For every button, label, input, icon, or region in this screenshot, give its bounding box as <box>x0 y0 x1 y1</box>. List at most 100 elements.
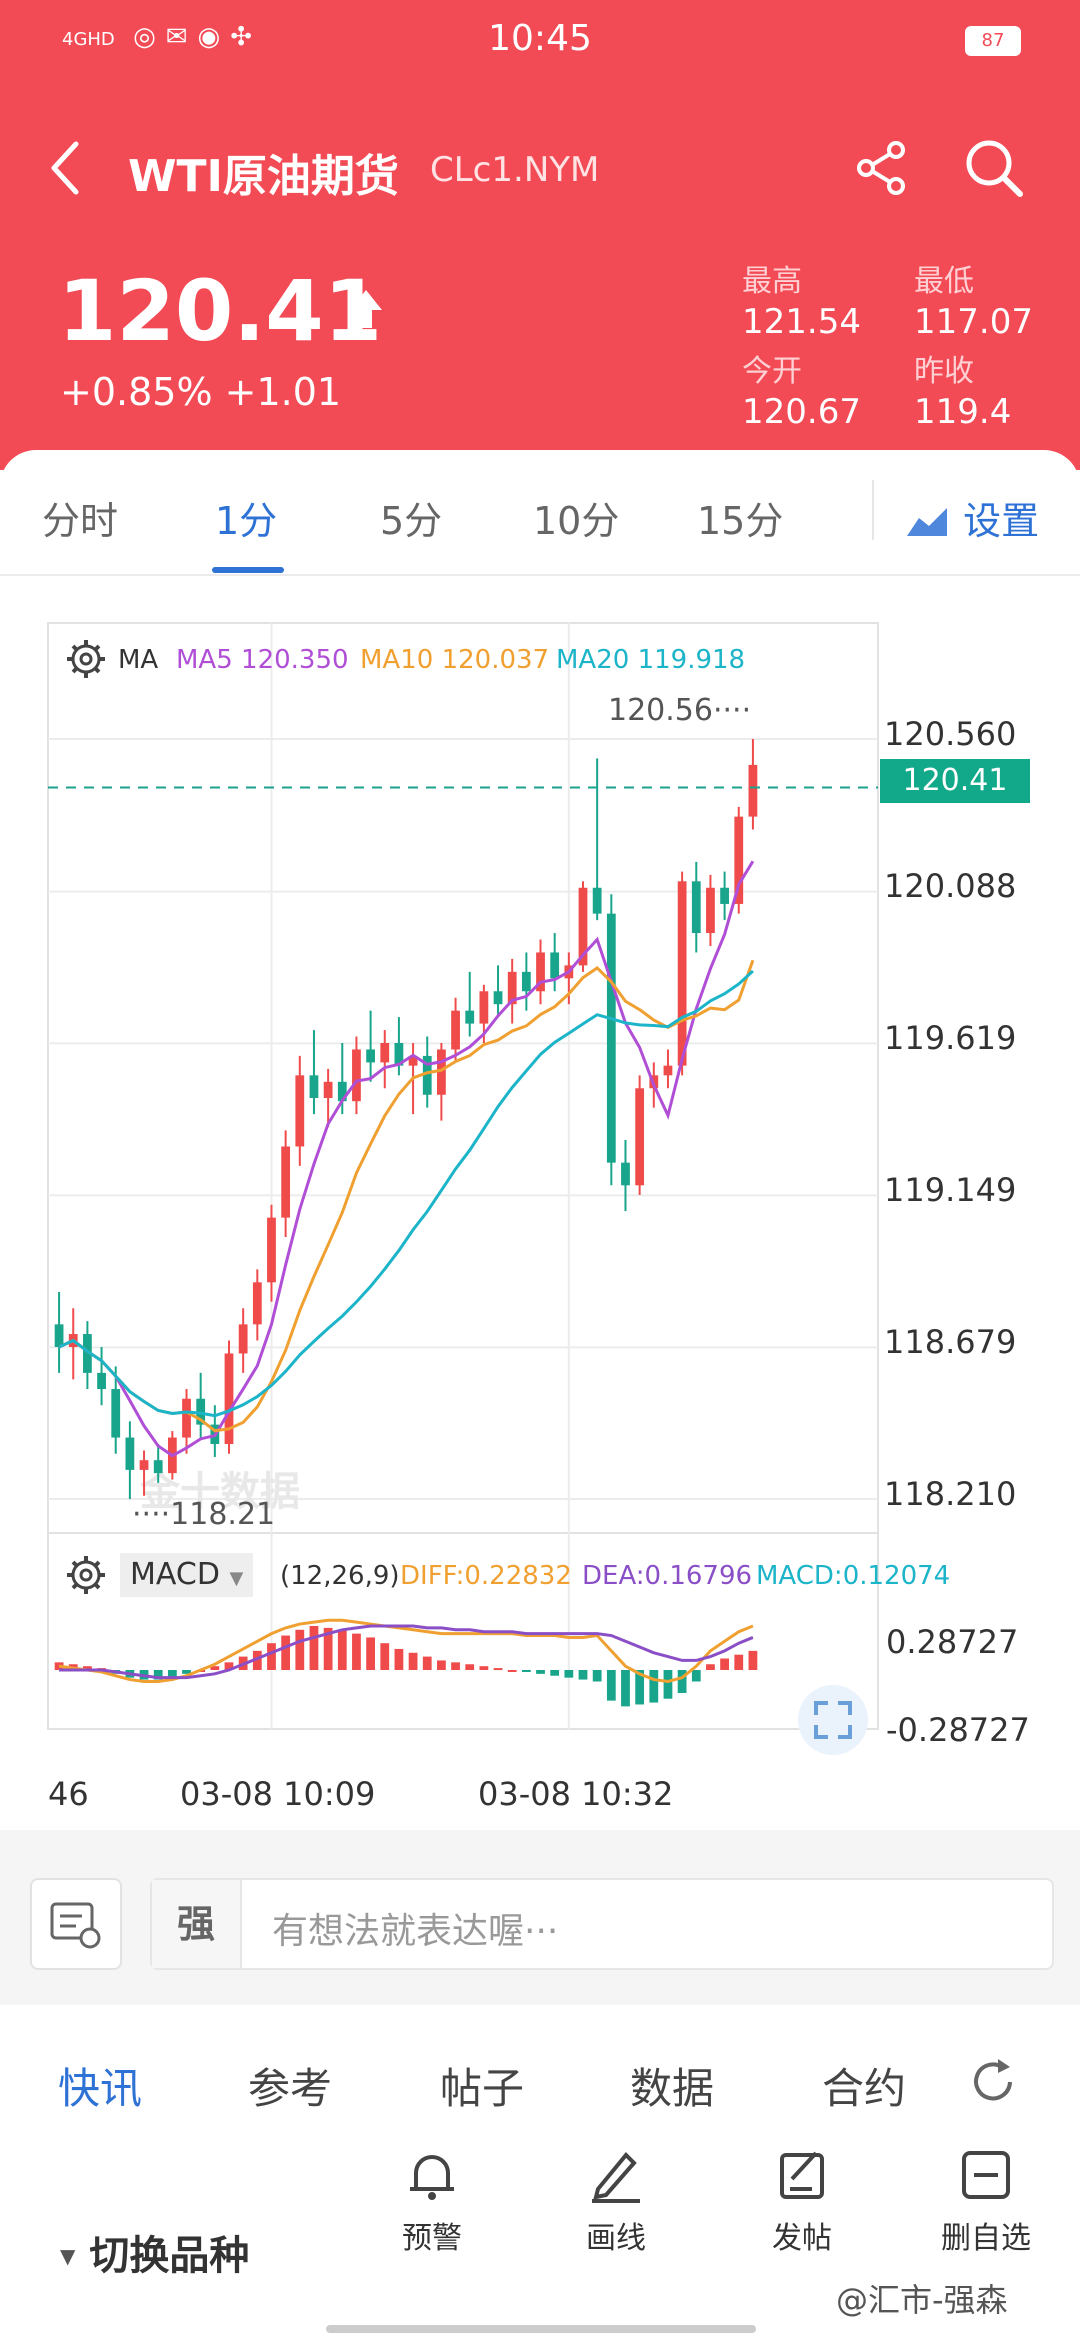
macd-bar <box>252 1650 262 1670</box>
comment-input[interactable]: 强 有想法就表达喔··· <box>150 1878 1054 1970</box>
candle-body <box>720 887 729 904</box>
ma-settings-gear-icon[interactable] <box>64 637 108 681</box>
candle-body <box>54 1324 64 1347</box>
candle-body <box>323 1081 333 1098</box>
tab-10min[interactable]: 10分 <box>533 499 620 543</box>
candle-body <box>337 1081 347 1102</box>
macd-settings-gear-icon[interactable] <box>64 1553 108 1597</box>
share-icon[interactable] <box>852 138 912 198</box>
tab-5min[interactable]: 5分 <box>380 499 443 543</box>
y-tick-1: 120.088 <box>884 867 1017 905</box>
candle-body <box>493 991 503 1005</box>
candle-body <box>394 1043 404 1066</box>
macd-bar <box>748 1650 758 1670</box>
macd-bar <box>366 1637 375 1670</box>
remove-watchlist-label: 删自选 <box>941 2221 1031 2256</box>
y-tick-5: 118.210 <box>884 1475 1017 1513</box>
macd-bar <box>479 1666 489 1670</box>
macd-bar <box>337 1629 347 1670</box>
tab-data[interactable]: 数据 <box>630 2064 715 2113</box>
alert-button[interactable]: 预警 <box>372 2145 492 2257</box>
candle-body <box>691 881 701 934</box>
candle-body <box>267 1217 276 1283</box>
active-tab-indicator <box>212 567 284 573</box>
bottom-toolbar: ▼ 切换品种 预警 画线 发帖 删自选 @汇市-强森 <box>0 2125 1080 2340</box>
tab-15min[interactable]: 15分 <box>697 499 784 543</box>
macd-bar <box>224 1662 234 1670</box>
candle-body <box>111 1389 121 1438</box>
candle-body <box>380 1043 390 1063</box>
emoji-strong-icon[interactable]: 强 <box>152 1880 242 1968</box>
candle-body <box>83 1334 92 1373</box>
draw-line-button[interactable]: 画线 <box>556 2145 676 2257</box>
search-icon[interactable] <box>962 136 1026 200</box>
stat-open-value: 120.67 <box>742 392 861 432</box>
candle-body <box>663 1065 673 1076</box>
tab-posts[interactable]: 帖子 <box>440 2064 525 2113</box>
macd-bar <box>606 1670 616 1701</box>
candle-body <box>352 1049 361 1102</box>
compass-icon: ◉ <box>197 22 231 52</box>
macd-bar <box>635 1670 645 1705</box>
pencil-icon <box>592 2152 640 2203</box>
bell-icon <box>410 2155 454 2200</box>
chart-settings-icon <box>907 508 947 536</box>
kline-svg: 金十数据 <box>47 622 879 1730</box>
edit-post-icon <box>780 2151 824 2199</box>
macd-y-tick-bottom: -0.28727 <box>886 1711 1030 1749</box>
macd-bar <box>578 1670 588 1680</box>
tab-1min[interactable]: 1分 <box>215 499 278 543</box>
x-label-1009: 03-08 10:09 <box>180 1775 376 1813</box>
macd-bar <box>536 1670 545 1674</box>
stat-low-label: 最低 <box>914 264 974 299</box>
up-arrow-icon <box>350 290 382 328</box>
y-tick-0: 120.560 <box>884 715 1017 753</box>
stat-prevclose-value: 119.4 <box>914 392 1012 432</box>
macd-bar <box>720 1658 729 1670</box>
signal-label: 4GHD <box>62 29 115 50</box>
post-button[interactable]: 发帖 <box>742 2145 862 2257</box>
candle-body <box>521 971 531 992</box>
ma20-legend: MA20 119.918 <box>556 645 746 675</box>
macd-bar <box>465 1664 475 1670</box>
macd-bar <box>550 1670 560 1676</box>
fullscreen-button[interactable] <box>798 1685 868 1755</box>
current-price-tag: 120.41 <box>880 759 1030 803</box>
candles-group <box>54 739 758 1499</box>
macd-bar <box>564 1670 574 1678</box>
y-tick-2: 119.619 <box>884 1019 1017 1057</box>
back-arrow-icon[interactable] <box>40 138 90 198</box>
candle-body <box>451 1010 460 1050</box>
candle-body <box>139 1460 149 1470</box>
tab-intraday[interactable]: 分时 <box>42 499 119 543</box>
settings-label: 设置 <box>963 499 1040 543</box>
refresh-icon[interactable] <box>966 2055 1020 2109</box>
macd-bar <box>394 1648 404 1670</box>
macd-hist-group <box>54 1625 758 1707</box>
macd-indicator-select[interactable]: MACD ▼ <box>120 1553 254 1597</box>
macd-bar <box>267 1643 276 1670</box>
last-price: 120.41 <box>58 262 383 360</box>
chart-frame <box>47 622 879 1730</box>
status-signal-icons: 4GHD ◎✉◉✣ <box>62 22 262 52</box>
comment-settings-icon <box>50 1902 101 1949</box>
stat-high-label: 最高 <box>742 264 802 299</box>
chart-settings-button[interactable]: 设置 <box>905 490 1039 545</box>
y-tick-4: 118.679 <box>884 1323 1017 1361</box>
macd-bar <box>323 1627 333 1670</box>
home-indicator <box>326 2325 756 2333</box>
kline-chart[interactable]: 金十数据 MA MA5 120.350 MA10 120.037 MA20 11… <box>0 575 1080 1815</box>
switch-instrument-button[interactable]: ▼ 切换品种 <box>60 2223 249 2281</box>
tab-news[interactable]: 快讯 <box>58 2064 143 2113</box>
macd-bar <box>691 1670 701 1682</box>
tab-contract[interactable]: 合约 <box>822 2064 907 2113</box>
ma-lines-group <box>58 860 755 1458</box>
ma5-legend: MA5 120.350 <box>176 645 349 675</box>
low-marker-value: 118.21 <box>170 1497 276 1532</box>
remove-watchlist-button[interactable]: 删自选 <box>926 2145 1046 2257</box>
macd-bar <box>182 1670 191 1674</box>
tabs-divider <box>0 574 1080 576</box>
tab-reference[interactable]: 参考 <box>248 2064 333 2113</box>
comment-settings-button[interactable] <box>30 1878 122 1970</box>
candle-body <box>408 1055 418 1066</box>
